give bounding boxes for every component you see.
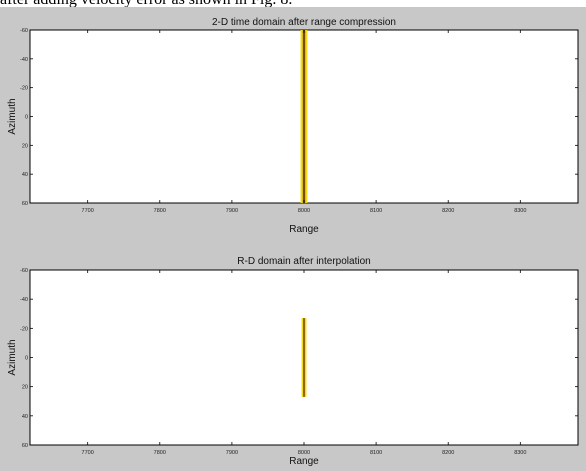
x-tick-label: 7800	[154, 450, 166, 456]
x-tick-label: 7700	[82, 450, 94, 456]
x-axis-label: Range	[289, 456, 319, 467]
x-tick-label: 7700	[82, 208, 94, 214]
x-tick-label: 8000	[298, 208, 310, 214]
chart-title: 2-D time domain after range compression	[212, 17, 396, 28]
x-tick-label: 8100	[370, 450, 382, 456]
document-caption-text: after adding velocity error as shown in …	[0, 0, 586, 9]
x-tick-label: 8100	[370, 208, 382, 214]
x-tick-label: 7800	[154, 208, 166, 214]
chart-title: R-D domain after interpolation	[237, 256, 370, 267]
y-axis-label: Azimuth	[7, 339, 18, 375]
x-tick-label: 8300	[514, 450, 526, 456]
figure-canvas: 7700 7800 7900 8000 8100 8200 8300 -60 -40 -20 0 20…	[7, 17, 579, 467]
x-tick-label: 8000	[298, 450, 310, 456]
y-axis-label: Azimuth	[7, 98, 18, 134]
x-tick-label: 8200	[442, 450, 454, 456]
x-axis-label: Range	[289, 224, 319, 235]
chart-panel-2: 7700 7800 7900 8000 8100 8200 8300 -60 -40 -20 0 20…	[7, 256, 579, 467]
y-tick-label: -40	[20, 57, 28, 63]
y-tick-label: -20	[20, 326, 28, 332]
x-tick-label: 7900	[226, 208, 238, 214]
x-tick-label: 8200	[442, 208, 454, 214]
x-tick-label: 8300	[514, 208, 526, 214]
y-tick-label: 60	[22, 443, 28, 449]
y-tick-label: 20	[22, 385, 28, 391]
y-tick-label: 40	[22, 414, 28, 420]
y-tick-label: -40	[20, 297, 28, 303]
y-tick-label: 40	[22, 172, 28, 178]
y-tick-label: 0	[25, 356, 28, 362]
y-tick-label: -60	[20, 28, 28, 34]
y-tick-label: 20	[22, 143, 28, 149]
x-tick-label: 7900	[226, 450, 238, 456]
y-tick-label: -20	[20, 86, 28, 92]
chart-panel-1: 7700 7800 7900 8000 8100 8200 8300 -60 -40 -20 0 20…	[7, 17, 579, 235]
y-tick-label: 60	[22, 201, 28, 207]
y-tick-label: -60	[20, 268, 28, 274]
matlab-figure-window: 7700 7800 7900 8000 8100 8200 8300 -60 -40 -20 0 20…	[0, 7, 586, 471]
y-tick-label: 0	[25, 115, 28, 121]
